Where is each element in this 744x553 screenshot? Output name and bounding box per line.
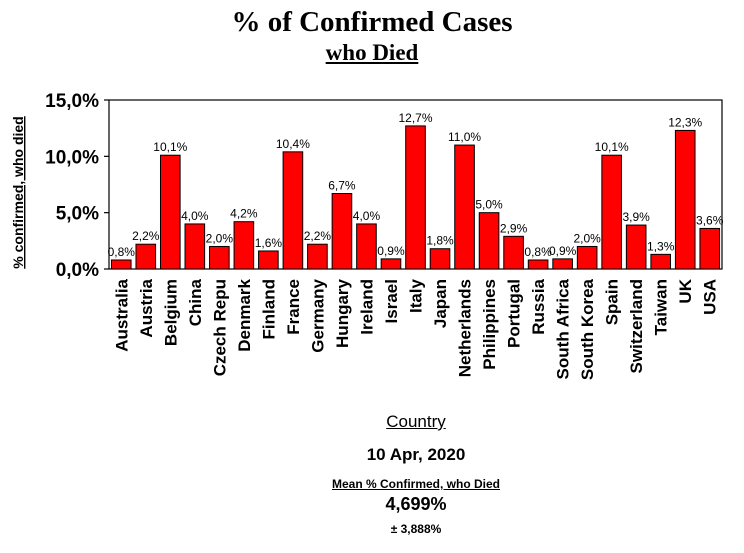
std-dev-value: ± 3,888% xyxy=(390,522,442,536)
bar xyxy=(699,227,721,270)
x-tick-label: Germany xyxy=(308,278,327,352)
bar xyxy=(478,212,500,270)
x-tick-label: USA xyxy=(701,279,720,315)
data-label: 12,7% xyxy=(398,111,432,125)
bar xyxy=(503,235,524,270)
data-label: 0,8% xyxy=(108,245,136,259)
data-label: 2,9% xyxy=(500,221,528,235)
bar xyxy=(184,223,206,270)
x-tick-label: Switzerland xyxy=(627,279,646,373)
y-tick-label: 0,0% xyxy=(56,260,99,281)
bar xyxy=(650,253,672,270)
data-label: 4,2% xyxy=(230,207,258,221)
x-tick-label: France xyxy=(284,279,303,335)
x-axis-label: Country xyxy=(386,412,446,431)
data-label: 6,7% xyxy=(328,179,356,193)
x-tick-label: Russia xyxy=(529,278,548,334)
bar xyxy=(601,154,622,270)
y-tick-label: 15,0% xyxy=(45,91,99,112)
data-label: 2,2% xyxy=(304,229,332,243)
bar xyxy=(625,224,647,270)
y-tick-label: 5,0% xyxy=(56,204,99,225)
x-tick-label: South Korea xyxy=(578,278,597,380)
bar xyxy=(258,250,279,270)
x-tick-label: Taiwan xyxy=(652,279,671,335)
chart-subtitle: who Died xyxy=(325,40,419,65)
x-tick-label: Australia xyxy=(112,278,131,351)
bar xyxy=(233,221,255,270)
data-label: 3,9% xyxy=(623,210,651,224)
data-label: 3,6% xyxy=(696,213,724,227)
bar xyxy=(209,245,230,270)
x-tick-label: Belgium xyxy=(161,279,180,346)
data-label: 0,8% xyxy=(524,245,552,259)
chart-date: 10 Apr, 2020 xyxy=(366,445,466,464)
data-label: 5,0% xyxy=(475,198,503,212)
x-tick-label: Philippines xyxy=(480,279,499,370)
x-tick-label: Italy xyxy=(407,278,426,313)
x-tick-label: Japan xyxy=(431,279,450,328)
bar xyxy=(552,258,573,270)
bar xyxy=(282,151,304,270)
x-tick-label: Spain xyxy=(603,279,622,325)
x-tick-label: UK xyxy=(676,278,695,303)
x-tick-label: South Africa xyxy=(554,278,573,379)
x-tick-label: Ireland xyxy=(357,279,376,335)
bar xyxy=(576,245,598,270)
bar xyxy=(380,258,402,270)
bar xyxy=(135,243,157,270)
mean-label: Mean % Confirmed, who Died xyxy=(331,477,500,491)
x-tick-label: Israel xyxy=(382,279,401,323)
bar xyxy=(405,125,426,270)
bar xyxy=(454,144,475,270)
bar xyxy=(307,243,328,270)
data-label: 1,3% xyxy=(647,239,675,253)
data-label: 10,4% xyxy=(276,137,310,151)
data-label: 2,0% xyxy=(573,231,601,245)
data-label: 12,3% xyxy=(668,115,702,129)
x-tick-label: Denmark xyxy=(235,278,254,351)
y-axis-label: % confirmed, who died xyxy=(10,116,26,268)
mean-value: 4,699% xyxy=(385,494,447,514)
data-label: 2,2% xyxy=(132,229,160,243)
bar xyxy=(429,248,451,270)
data-label: 11,0% xyxy=(448,130,481,144)
x-tick-label: Netherlands xyxy=(456,279,475,377)
bar xyxy=(331,193,353,270)
x-tick-label: Portugal xyxy=(505,279,524,348)
x-tick-label: Czech Repu xyxy=(210,279,229,376)
bar xyxy=(356,223,377,270)
x-tick-label: Finland xyxy=(259,279,278,339)
x-tick-label: Hungary xyxy=(333,278,352,348)
y-tick-label: 10,0% xyxy=(45,147,99,168)
data-label: 10,1% xyxy=(595,140,629,154)
data-label: 0,9% xyxy=(549,244,577,258)
data-label: 0,9% xyxy=(377,244,405,258)
data-label: 10,1% xyxy=(153,140,187,154)
x-tick-label: Austria xyxy=(137,278,156,337)
bar xyxy=(159,154,181,270)
bar xyxy=(527,259,549,270)
x-tick-label: China xyxy=(186,278,205,326)
data-label: 4,0% xyxy=(353,209,381,223)
chart-title: % of Confirmed Cases xyxy=(231,6,513,38)
data-label: 4,0% xyxy=(181,209,209,223)
bar xyxy=(110,259,132,270)
data-label: 1,8% xyxy=(426,234,454,248)
bar xyxy=(674,129,696,270)
data-label: 2,0% xyxy=(206,231,234,245)
data-label: 1,6% xyxy=(255,236,283,250)
